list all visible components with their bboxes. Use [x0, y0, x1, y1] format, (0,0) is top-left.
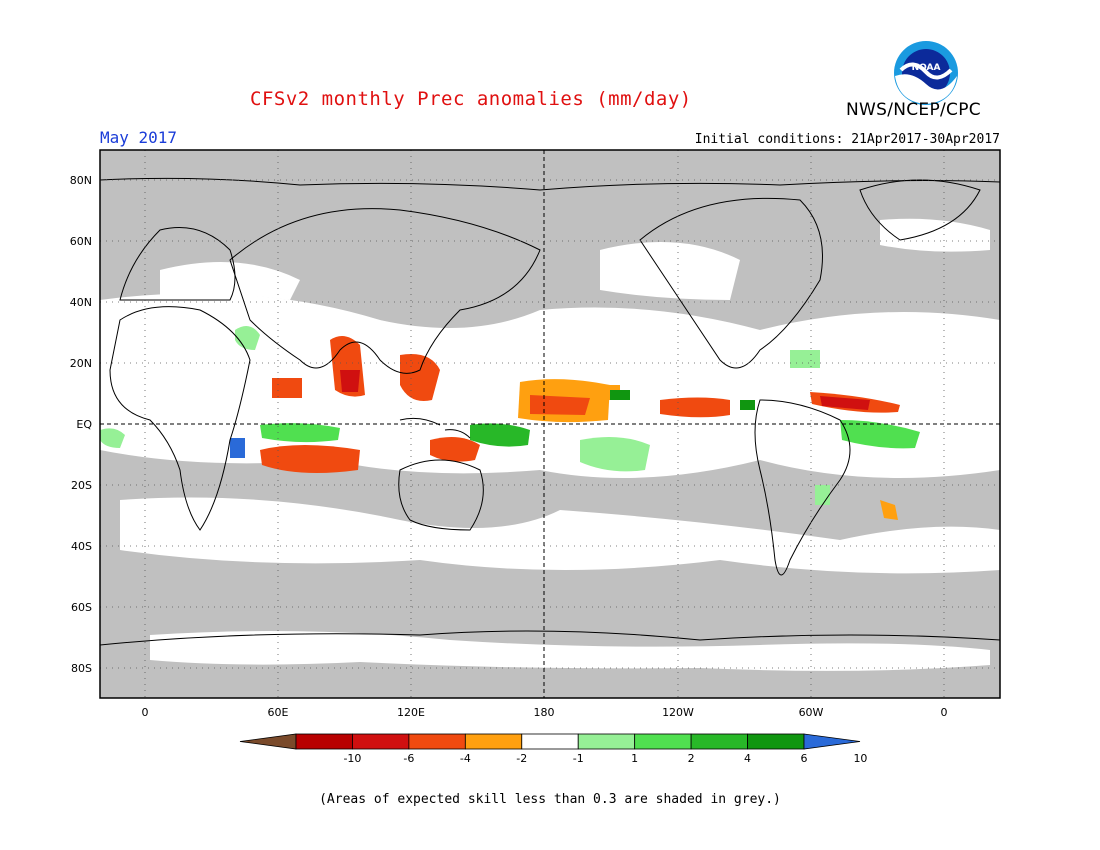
lon-label: 180 [534, 706, 555, 719]
lon-label: 60E [268, 706, 289, 719]
lon-label: 0 [142, 706, 149, 719]
lat-label: 80S [71, 662, 92, 675]
initial-conditions: Initial conditions: 21Apr2017-30Apr2017 [694, 132, 1000, 147]
colorbar-swatch [295, 733, 353, 750]
lat-label: 20S [71, 479, 92, 492]
agency-label: NWS/NCEP/CPC [846, 100, 981, 120]
lon-label: 0 [941, 706, 948, 719]
colorbar-label: -10 [343, 752, 361, 765]
coastlines [100, 177, 1000, 646]
colorbar-swatch [634, 733, 692, 750]
colorbar-swatch [747, 733, 805, 750]
map-frame [99, 149, 1001, 699]
svg-text:NOAA: NOAA [912, 63, 941, 73]
colorbar-swatch [521, 733, 579, 750]
colorbar-label: 6 [801, 752, 808, 765]
lat-label: 40S [71, 540, 92, 553]
colorbar-swatch [464, 733, 523, 750]
lat-label: 80N [70, 174, 92, 187]
lon-label: 120W [662, 706, 694, 719]
lon-label: 120E [397, 706, 425, 719]
colorbar-swatch [408, 733, 466, 750]
footnote: (Areas of expected skill less than 0.3 a… [319, 792, 781, 807]
colorbar-label: 10 [853, 752, 867, 765]
lon-label: 60W [799, 706, 824, 719]
colorbar-high-triangle [803, 733, 861, 750]
chart-title: CFSv2 monthly Prec anomalies (mm/day) [250, 88, 692, 110]
colorbar: -10 -6 -4 -2 -1 1 2 4 6 10 [239, 733, 867, 765]
lat-label: 60N [70, 235, 92, 248]
lat-label: EQ [76, 418, 92, 431]
colorbar-label: -4 [460, 752, 471, 765]
colorbar-swatch [577, 733, 636, 750]
forecast-month: May 2017 [100, 128, 178, 147]
lat-label: 20N [70, 357, 92, 370]
colorbar-label: 4 [744, 752, 751, 765]
lat-label: 60S [71, 601, 92, 614]
colorbar-label: -2 [516, 752, 527, 765]
noaa-logo: NOAA [894, 41, 958, 105]
colorbar-label: 2 [688, 752, 695, 765]
colorbar-label: -1 [573, 752, 584, 765]
colorbar-label: -6 [403, 752, 414, 765]
colorbar-label: 1 [631, 752, 638, 765]
latitude-labels: 80N 60N 40N 20N EQ 20S 40S 60S 80S [70, 174, 93, 675]
lat-label: 40N [70, 296, 92, 309]
colorbar-swatch [352, 733, 410, 750]
longitude-labels: 0 60E 120E 180 120W 60W 0 [142, 706, 948, 719]
colorbar-low-triangle [239, 733, 297, 750]
wet-anomaly-patches [100, 326, 920, 505]
graticule [100, 150, 1000, 698]
colorbar-swatch [690, 733, 748, 750]
